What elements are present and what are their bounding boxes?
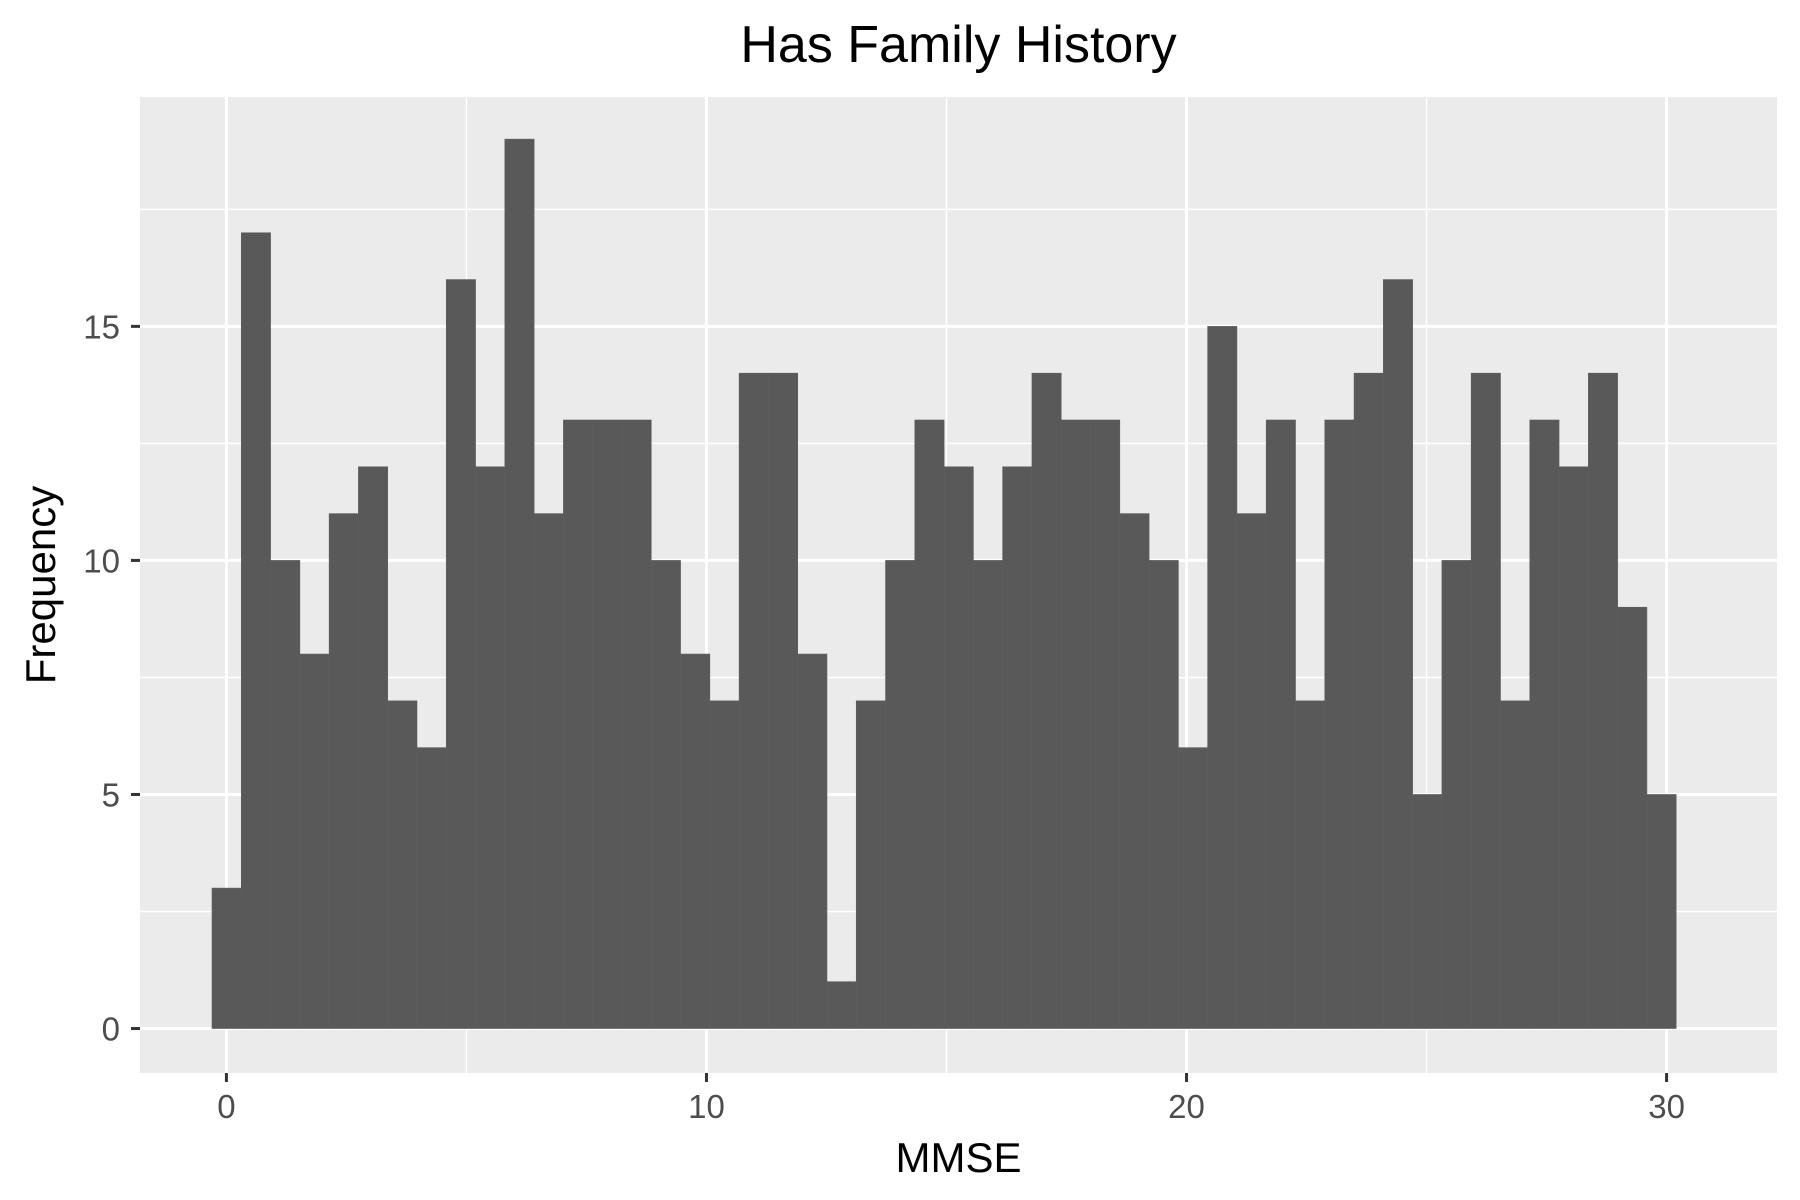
histogram-bar [1295,700,1326,1029]
histogram-bar [1265,419,1296,1029]
y-tick-label: 5 [102,776,120,813]
histogram-bar [943,466,974,1029]
x-tick-label: 20 [1168,1088,1205,1125]
histogram-bar [299,653,330,1029]
histogram-bar [1529,419,1560,1029]
histogram-bar [973,560,1003,1029]
histogram-bar [1031,372,1062,1029]
histogram-bar [270,560,301,1029]
histogram-bar [1558,466,1589,1029]
histogram-bar [1353,372,1384,1029]
histogram-bar [1588,372,1618,1029]
histogram-bar [328,513,359,1029]
histogram-bar [1441,560,1472,1029]
histogram-bar [416,747,447,1029]
histogram-bar [1646,794,1677,1029]
histogram-bar [387,700,418,1029]
histogram-bar [1207,326,1238,1029]
histogram-bar [533,513,564,1029]
histogram-bar [1500,700,1531,1029]
histogram-bar [1412,794,1443,1029]
histogram-bar [240,232,271,1029]
histogram-bar [1178,747,1208,1029]
x-tick-label: 10 [688,1088,725,1125]
histogram-bar [1470,372,1501,1029]
histogram-bar [1002,466,1033,1029]
y-tick-label: 15 [83,308,120,345]
histogram-bar [211,887,242,1029]
histogram-bar [738,372,769,1029]
histogram-bar [445,279,476,1029]
histogram-bar [504,138,535,1029]
histogram-bar [1060,419,1091,1029]
x-axis-title: MMSE [896,1134,1022,1181]
x-tick-label: 30 [1648,1088,1685,1125]
histogram-bar [855,700,886,1029]
y-axis-title: Frequency [17,486,64,684]
histogram-bar [1236,513,1267,1029]
histogram-bar [1090,419,1121,1029]
histogram-bar [797,653,828,1029]
histogram-bar [1617,606,1648,1029]
histogram-bars [211,138,1677,1029]
histogram-bar [885,560,916,1029]
histogram-bar [621,419,652,1029]
histogram-bar [709,700,740,1029]
histogram-bar [358,466,389,1029]
histogram-bar [768,372,798,1029]
histogram-bar [1119,513,1150,1029]
histogram-bar [592,419,623,1029]
y-tick-label: 10 [83,542,120,579]
chart-title: Has Family History [740,16,1176,74]
histogram-bar [475,466,506,1029]
histogram-bar [826,981,857,1029]
y-axis: 0 5 10 15 [83,308,140,1048]
histogram-bar [1148,560,1179,1029]
histogram-bar [563,419,593,1029]
y-tick-label: 0 [102,1011,120,1048]
histogram-bar [680,653,711,1029]
histogram-bar [1324,419,1355,1029]
histogram-bar [1383,279,1413,1029]
x-tick-label: 0 [217,1088,235,1125]
histogram-bar [650,560,681,1029]
x-axis: 0 10 20 30 [217,1073,1685,1125]
histogram-bar [914,419,945,1029]
